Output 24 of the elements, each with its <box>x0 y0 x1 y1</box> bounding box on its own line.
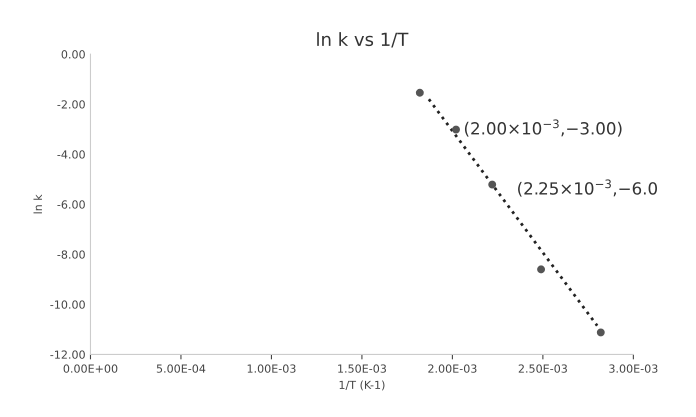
x-tick-label: 1.50E-03 <box>338 364 386 373</box>
point <box>596 328 605 336</box>
y-tick-label: 0.00 <box>62 50 85 59</box>
point <box>416 88 424 97</box>
y-tick-label: -10.00 <box>50 300 85 309</box>
x-axis-title: 1/T (K-1) <box>340 380 384 390</box>
x-tick-label: 3.00E-03 <box>609 364 658 373</box>
annotation: (2.25×10$^{−3}$,−6.0 <box>518 179 657 197</box>
y-tick-label: -6.00 <box>57 200 85 209</box>
x-tick-label: 1.00E-03 <box>248 364 296 373</box>
x-tick-label: 2.00E-03 <box>428 364 476 373</box>
annotation: (2.00×10$^{−3}$,−3.00) <box>464 119 622 137</box>
y-tick-label: -2.00 <box>57 100 85 109</box>
x-tick-label: 5.00E-04 <box>156 364 206 373</box>
x-tick-label: 0.00E+00 <box>64 364 118 373</box>
point <box>488 180 496 189</box>
x-tick-label: 2.50E-03 <box>518 364 567 373</box>
y-axis-title: ln k <box>33 194 42 214</box>
y-tick-label: -12.00 <box>50 350 85 359</box>
point <box>452 126 460 134</box>
y-tick-label: -8.00 <box>57 250 85 259</box>
point <box>537 265 546 274</box>
y-tick-label: -4.00 <box>57 150 85 159</box>
chart-title: ln k vs 1/T <box>317 32 408 48</box>
